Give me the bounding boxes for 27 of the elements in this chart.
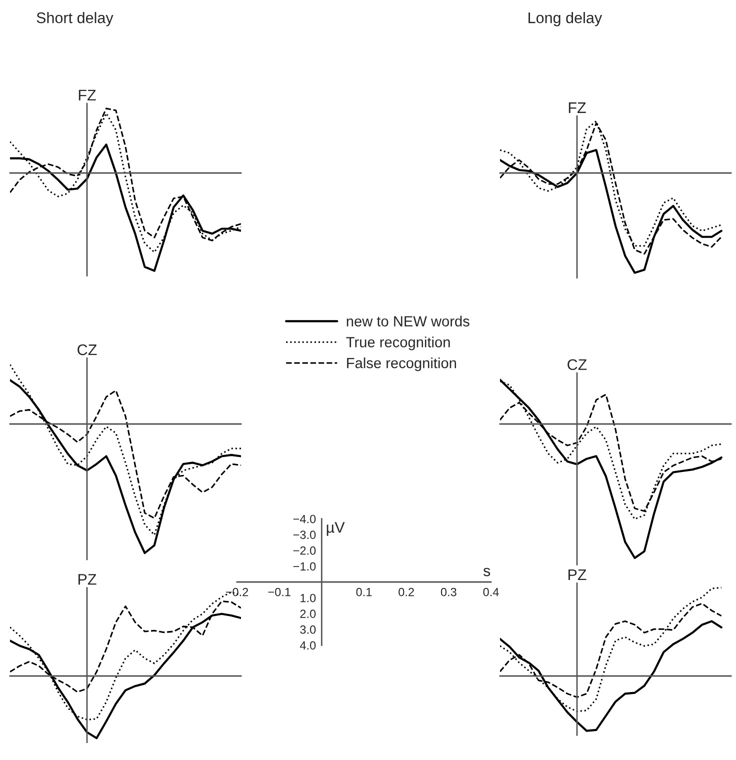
x-tick-label: −0.1 [268,588,290,596]
y-tick-label: −4.0 [293,514,316,524]
y-tick-label: 2.0 [300,610,316,618]
text: Short delay [36,12,114,26]
legend-label: False recognition [347,358,456,372]
y-tick-label: 3.0 [300,625,316,634]
x-tick-label: 0.1 [356,588,372,596]
legend-label: True recognition [346,336,450,350]
x-tick-label: 0.2 [398,588,414,596]
x-tick-label: 0.3 [440,588,456,596]
chart-title: PZ [568,570,586,580]
y-tick-label: −3.0 [293,530,316,539]
y-tick-label: 1.0 [300,594,316,602]
y-axis-title: µV [326,522,345,536]
chart-title: CZ [568,359,587,370]
y-tick-label: 4.0 [300,641,316,650]
text: Long delay [528,12,602,26]
chart-title: PZ [78,574,96,585]
x-tick-label: −0.2 [226,588,248,596]
y-tick-label: −2.0 [293,546,316,555]
x-tick-label: 0.4 [483,588,499,596]
chart-title: CZ [78,344,97,356]
y-tick-label: −1.0 [293,562,316,571]
chart-title: FZ [78,90,96,100]
chart-title: FZ [568,102,586,113]
legend-label: new to NEW words [346,316,470,326]
x-axis-title: s [483,568,490,576]
